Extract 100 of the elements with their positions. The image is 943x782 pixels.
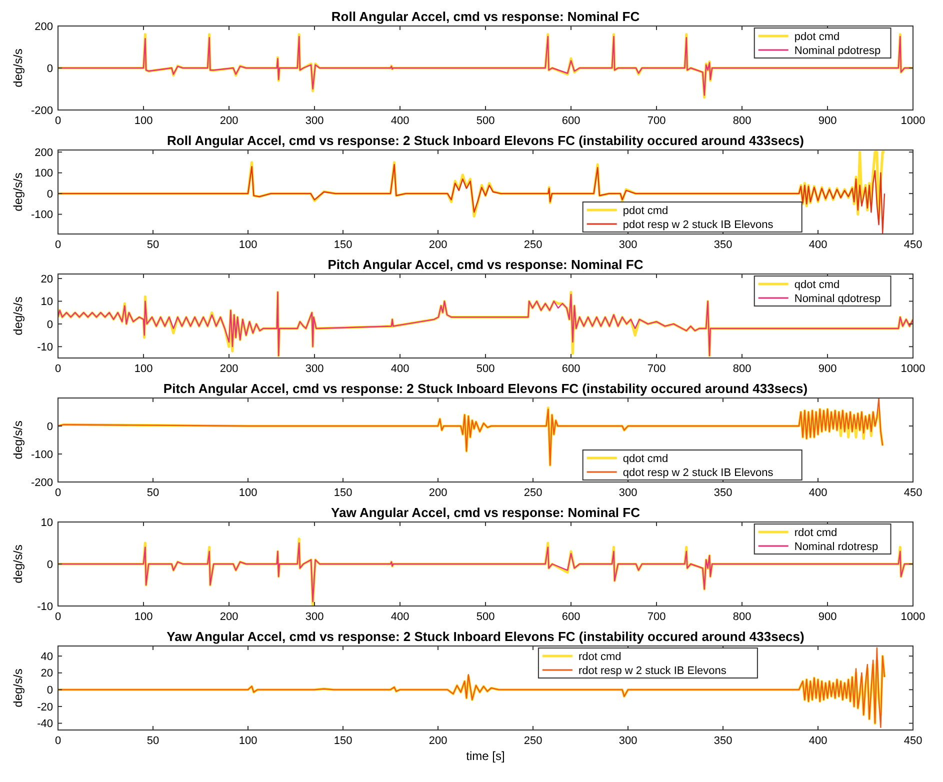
x-tick-label: 500 xyxy=(476,363,495,375)
x-tick-label: 450 xyxy=(904,239,922,251)
x-tick-label: 250 xyxy=(524,487,542,499)
y-tick-label: -100 xyxy=(30,209,53,222)
y-tick-label: 0 xyxy=(46,188,53,200)
legend-label: pdot resp w 2 stuck IB Elevons xyxy=(622,218,774,231)
legend-label: qdot cmd xyxy=(622,452,668,465)
x-tick-label: 50 xyxy=(146,735,160,747)
x-tick-label: 0 xyxy=(54,735,62,747)
x-tick-label: 50 xyxy=(146,487,160,499)
x-tick-label: 200 xyxy=(428,735,448,747)
y-tick-label: 0 xyxy=(46,420,53,433)
x-tick-label: 350 xyxy=(714,735,732,747)
y-tick-label: -40 xyxy=(37,718,53,730)
x-axis-title: time [s] xyxy=(466,749,505,763)
y-tick-label: 0 xyxy=(46,558,53,571)
x-tick-label: 800 xyxy=(732,611,752,623)
y-tick-label: 40 xyxy=(40,650,53,663)
x-tick-label: 350 xyxy=(714,239,732,251)
legend-label: Nominal pdotresp xyxy=(794,44,881,57)
y-tick-label: -200 xyxy=(30,476,53,489)
y-tick-label: 20 xyxy=(40,668,53,680)
x-tick-label: 1000 xyxy=(900,363,926,375)
x-tick-label: 100 xyxy=(238,239,258,251)
x-tick-label: 50 xyxy=(146,239,160,251)
x-tick-label: 400 xyxy=(808,735,828,747)
x-tick-label: 600 xyxy=(562,611,580,623)
x-tick-label: 900 xyxy=(818,611,837,623)
chart-title: Roll Angular Accel, cmd vs response: Nominal FC xyxy=(331,9,640,24)
y-tick-label: 10 xyxy=(40,296,53,308)
x-tick-label: 300 xyxy=(618,487,638,499)
y-tick-label: 100 xyxy=(34,168,53,180)
x-tick-label: 100 xyxy=(134,363,153,375)
x-tick-label: 0 xyxy=(54,115,62,127)
x-tick-label: 400 xyxy=(390,611,410,623)
y-axis-title: deg/s/s xyxy=(11,544,25,584)
x-tick-label: 1000 xyxy=(900,115,926,127)
x-tick-label: 150 xyxy=(334,735,352,747)
x-tick-label: 0 xyxy=(54,363,62,375)
y-tick-label: -10 xyxy=(37,600,53,613)
legend-label: pdot cmd xyxy=(794,30,840,43)
y-tick-label: -200 xyxy=(30,104,53,117)
x-tick-label: 350 xyxy=(714,487,732,499)
x-tick-label: 100 xyxy=(134,611,153,623)
x-tick-label: 150 xyxy=(334,239,352,251)
chart-title: Yaw Angular Accel, cmd vs response: Nominal FC xyxy=(331,505,641,520)
x-tick-label: 400 xyxy=(808,239,828,251)
x-tick-label: 800 xyxy=(732,363,752,375)
x-tick-label: 400 xyxy=(808,487,828,499)
x-tick-label: 450 xyxy=(904,487,922,499)
x-tick-label: 900 xyxy=(818,363,837,375)
y-tick-label: -10 xyxy=(37,342,53,354)
x-tick-label: 900 xyxy=(818,115,837,127)
y-axis-title: deg/s/s xyxy=(11,296,25,336)
x-tick-label: 700 xyxy=(647,363,666,375)
y-tick-label: 200 xyxy=(34,20,53,33)
x-tick-label: 200 xyxy=(428,487,448,499)
x-tick-label: 200 xyxy=(220,363,238,375)
x-tick-label: 700 xyxy=(647,611,666,623)
x-tick-label: 700 xyxy=(647,115,666,127)
x-tick-label: 100 xyxy=(238,487,258,499)
y-tick-label: -20 xyxy=(37,701,53,714)
y-axis-title: deg/s/s xyxy=(11,172,25,212)
x-tick-label: 100 xyxy=(134,115,153,127)
x-tick-label: 600 xyxy=(562,363,580,375)
legend-label: qdot resp w 2 stuck IB Elevons xyxy=(622,466,774,479)
x-tick-label: 250 xyxy=(524,735,542,747)
legend-label: pdot cmd xyxy=(622,204,668,217)
chart-title: Pitch Angular Accel, cmd vs response: Nominal FC xyxy=(328,257,644,272)
x-tick-label: 300 xyxy=(305,115,324,127)
legend-label: Nominal qdotresp xyxy=(794,292,881,305)
legend-label: rdot cmd xyxy=(578,650,622,663)
x-tick-label: 600 xyxy=(562,115,580,127)
y-axis-title: deg/s/s xyxy=(11,668,25,708)
x-tick-label: 300 xyxy=(305,611,324,623)
x-tick-label: 0 xyxy=(54,239,62,251)
legend-label: Nominal rdotresp xyxy=(794,540,878,553)
chart-title: Yaw Angular Accel, cmd vs response: 2 Stuck Inboard Elevons FC (instability occured around 433secs) xyxy=(166,629,804,644)
legend-label: rdot cmd xyxy=(794,526,838,539)
chart-title: Roll Angular Accel, cmd vs response: 2 Stuck Inboard Elevons FC (instability occured around 433secs) xyxy=(167,133,804,148)
y-tick-label: 0 xyxy=(46,318,53,331)
x-tick-label: 200 xyxy=(428,239,448,251)
x-tick-label: 200 xyxy=(220,611,238,623)
y-axis-title: deg/s/s xyxy=(11,420,25,460)
x-tick-label: 1000 xyxy=(900,611,926,623)
x-tick-label: 150 xyxy=(334,487,352,499)
chart-title: Pitch Angular Accel, cmd vs response: 2 Stuck Inboard Elevons FC (instability occured around 433secs) xyxy=(163,381,808,396)
x-tick-label: 300 xyxy=(618,239,638,251)
y-tick-label: 20 xyxy=(40,273,53,286)
x-tick-label: 100 xyxy=(238,735,258,747)
x-tick-label: 300 xyxy=(618,735,638,747)
x-tick-label: 400 xyxy=(390,363,410,375)
x-tick-label: 400 xyxy=(390,115,410,127)
x-tick-label: 450 xyxy=(904,735,922,747)
x-tick-label: 300 xyxy=(305,363,324,375)
x-tick-label: 250 xyxy=(524,239,542,251)
x-tick-label: 0 xyxy=(54,611,62,623)
x-tick-label: 0 xyxy=(54,487,62,499)
x-tick-label: 500 xyxy=(476,611,495,623)
y-tick-label: 10 xyxy=(40,516,53,529)
